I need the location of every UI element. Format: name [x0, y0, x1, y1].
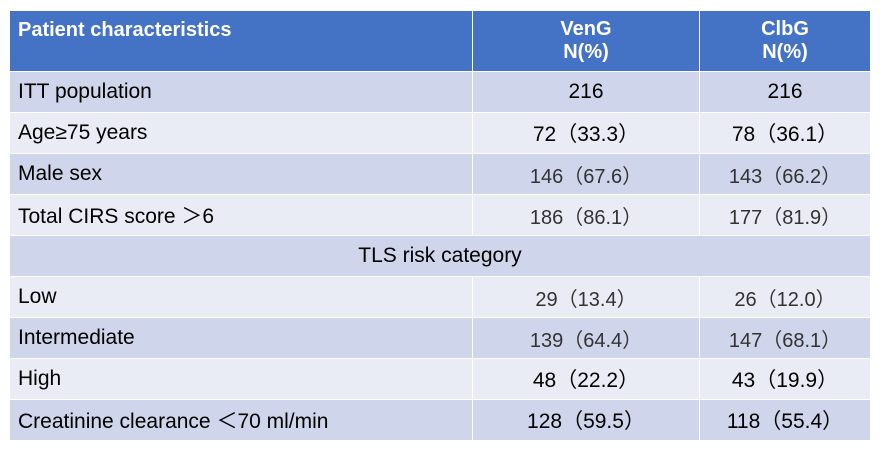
veng-value: 128（59.5）	[472, 399, 700, 441]
table-row-cirs: Total CIRS score ＞6 186（86.1） 177（81.9）	[9, 194, 871, 236]
table-row-tls-intermediate: Intermediate 139（64.4） 147（68.1）	[9, 317, 871, 359]
header-characteristics: Patient characteristics	[9, 10, 473, 72]
table-row-itt: ITT population 216 216	[9, 71, 871, 113]
veng-value: 48（22.2）	[472, 358, 700, 400]
row-label: Total CIRS score ＞6	[9, 194, 473, 236]
table-row-tls-low: Low 29（13.4） 26（12.0）	[9, 276, 871, 318]
row-label: ITT population	[9, 71, 473, 113]
row-label: Male sex	[9, 153, 473, 195]
table-section-row: TLS risk category	[9, 235, 871, 277]
veng-value: 186（86.1）	[472, 194, 700, 236]
clbg-value: 143（66.2）	[699, 153, 871, 195]
clbg-value: 26（12.0）	[699, 276, 871, 318]
header-veng: VenG N(%)	[472, 10, 700, 72]
patient-characteristics-table: Patient characteristics VenG N(%) ClbG N…	[9, 10, 871, 441]
clbg-value: 78（36.1）	[699, 112, 871, 154]
table-row-male-sex: Male sex 146（67.6） 143（66.2）	[9, 153, 871, 195]
row-label: Low	[9, 276, 473, 318]
clbg-value: 177（81.9）	[699, 194, 871, 236]
row-label: High	[9, 358, 473, 400]
table-row-age: Age≥75 years 72（33.3） 78（36.1）	[9, 112, 871, 154]
veng-value: 29（13.4）	[472, 276, 700, 318]
table-row-creatinine: Creatinine clearance ＜70 ml/min 128（59.5…	[9, 399, 871, 441]
header-clbg: ClbG N(%)	[699, 10, 871, 72]
table-header-row: Patient characteristics VenG N(%) ClbG N…	[9, 10, 871, 72]
row-label: Intermediate	[9, 317, 473, 359]
header-veng-name: VenG	[560, 18, 612, 40]
header-clbg-name: ClbG	[761, 18, 809, 40]
row-label: Age≥75 years	[9, 112, 473, 154]
clbg-value: 216	[699, 71, 871, 113]
header-clbg-unit: N(%)	[762, 41, 808, 63]
veng-value: 72（33.3）	[472, 112, 700, 154]
veng-value: 146（67.6）	[472, 153, 700, 195]
clbg-value: 43（19.9）	[699, 358, 871, 400]
table-row-tls-high: High 48（22.2） 43（19.9）	[9, 358, 871, 400]
clbg-value: 147（68.1）	[699, 317, 871, 359]
row-label: Creatinine clearance ＜70 ml/min	[9, 399, 473, 441]
section-title: TLS risk category	[9, 235, 871, 277]
clbg-value: 118（55.4）	[699, 399, 871, 441]
veng-value: 139（64.4）	[472, 317, 700, 359]
veng-value: 216	[472, 71, 700, 113]
header-veng-unit: N(%)	[563, 41, 609, 63]
